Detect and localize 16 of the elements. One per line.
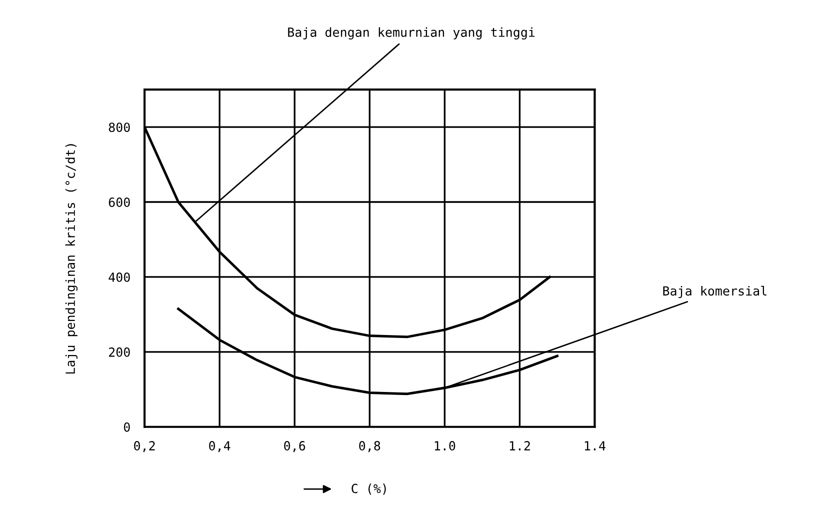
x-tick-label: 0,2	[134, 441, 155, 452]
y-tick-label: 200	[109, 347, 130, 357]
x-tick-label: 0,8	[359, 441, 380, 452]
x-tick-label: 0,6	[284, 441, 306, 452]
y-axis-title: Laju pendinginan kritis (°c/dt)	[65, 144, 78, 374]
x-axis-title: C (%)	[352, 484, 386, 495]
annotation: Baja komersial	[663, 286, 766, 298]
annotation: Baja dengan kemurnian yang tinggi	[288, 27, 535, 40]
y-tick-label: 600	[108, 198, 130, 207]
y-tick-label: 800	[108, 122, 130, 132]
y-tick-label: 0	[124, 422, 130, 432]
x-tick-label: 1.2	[510, 441, 530, 450]
x-tick-label: 1.0	[434, 441, 456, 450]
x-tick-label: 1.4	[584, 441, 606, 450]
y-tick-label: 400	[108, 272, 130, 282]
x-tick-label: 0,4	[209, 441, 230, 452]
